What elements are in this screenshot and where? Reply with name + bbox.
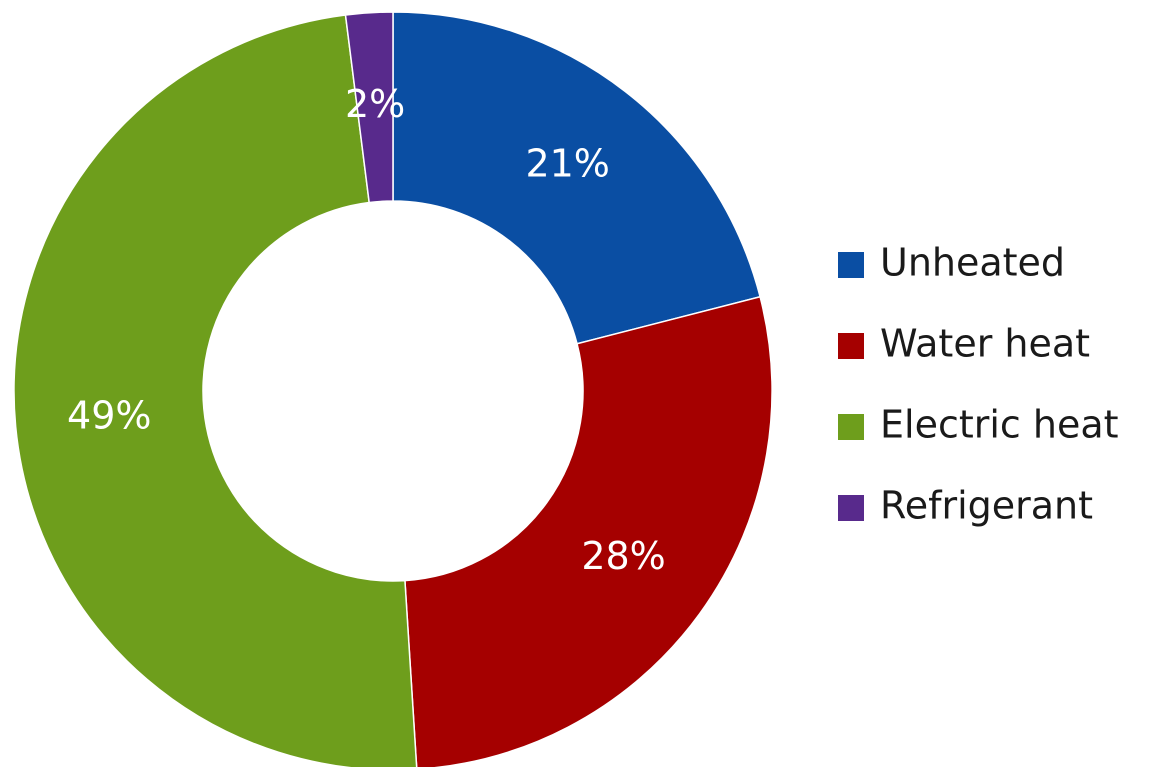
donut-slice [344,11,394,204]
legend-swatch [838,414,864,440]
donut-slice [392,11,762,345]
data-label: 21% [525,141,609,185]
legend-swatch [838,495,864,521]
legend-swatch [838,252,864,278]
data-label: 49% [67,393,151,437]
donut-slice [404,295,773,767]
legend-label: Refrigerant [880,484,1093,528]
donut-slice [13,14,418,767]
data-label: 2% [345,82,405,126]
legend-label: Electric heat [880,403,1119,447]
legend-label: Unheated [880,241,1065,285]
data-label: 28% [581,534,665,578]
legend-swatch [838,333,864,359]
legend-label: Water heat [880,322,1090,366]
